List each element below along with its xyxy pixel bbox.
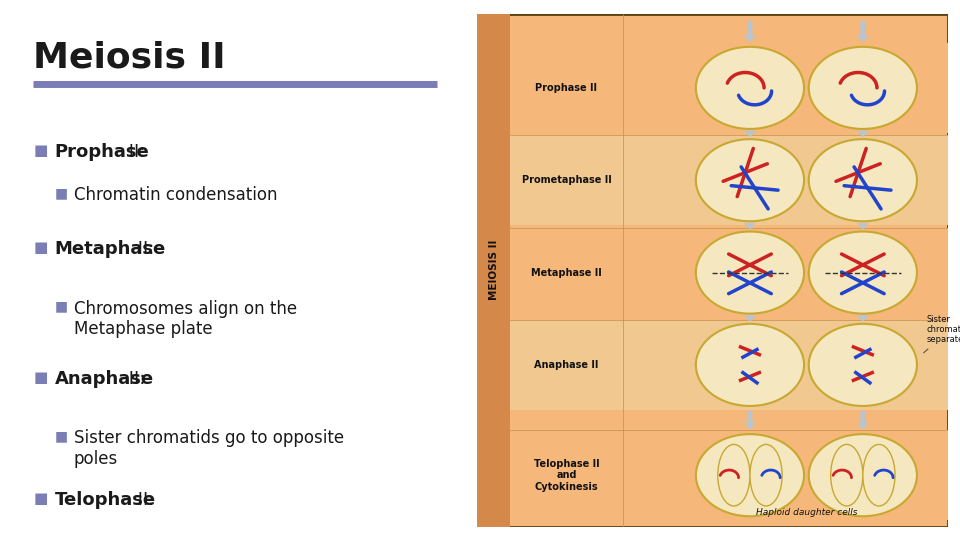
Text: Prophase II: Prophase II <box>536 83 597 93</box>
Text: Telophase: Telophase <box>55 491 156 509</box>
Text: Chromosomes align on the
Metaphase plate: Chromosomes align on the Metaphase plate <box>74 300 297 339</box>
Text: Haploid daughter cells: Haploid daughter cells <box>756 508 857 517</box>
Ellipse shape <box>808 434 917 516</box>
Bar <box>477 14 510 526</box>
Text: II:: II: <box>132 240 154 258</box>
Ellipse shape <box>808 232 917 314</box>
Bar <box>510 136 948 225</box>
Text: ■: ■ <box>34 491 48 507</box>
Text: ■: ■ <box>55 429 68 443</box>
Text: Anaphase II: Anaphase II <box>535 360 599 370</box>
Text: Anaphase: Anaphase <box>55 370 154 388</box>
Text: Meiosis II: Meiosis II <box>34 40 226 75</box>
Text: Chromatin condensation: Chromatin condensation <box>74 186 277 204</box>
Ellipse shape <box>808 324 917 406</box>
Text: ■: ■ <box>55 300 68 314</box>
Text: Sister chromatids go to opposite
poles: Sister chromatids go to opposite poles <box>74 429 344 468</box>
Text: ■: ■ <box>34 240 48 255</box>
Text: Metaphase II: Metaphase II <box>531 267 602 278</box>
Ellipse shape <box>863 444 895 506</box>
Ellipse shape <box>696 324 804 406</box>
Text: Prophase: Prophase <box>55 143 150 161</box>
Ellipse shape <box>718 444 750 506</box>
Ellipse shape <box>696 434 804 516</box>
Ellipse shape <box>696 139 804 221</box>
Ellipse shape <box>808 47 917 129</box>
Ellipse shape <box>808 139 917 221</box>
Text: ■: ■ <box>34 370 48 385</box>
Text: Sister
chromatids
separate: Sister chromatids separate <box>924 315 960 353</box>
Text: ■: ■ <box>34 143 48 158</box>
Ellipse shape <box>750 444 782 506</box>
Text: Prometaphase II: Prometaphase II <box>521 175 612 185</box>
Bar <box>510 228 948 318</box>
Ellipse shape <box>696 232 804 314</box>
Text: II:: II: <box>123 143 146 161</box>
Text: MEIOSIS II: MEIOSIS II <box>489 240 498 300</box>
Ellipse shape <box>830 444 863 506</box>
Bar <box>510 320 948 410</box>
Text: Telophase II
and
Cytokinesis: Telophase II and Cytokinesis <box>534 458 599 492</box>
Text: II:: II: <box>123 370 146 388</box>
Bar <box>510 43 948 133</box>
Ellipse shape <box>696 47 804 129</box>
Text: Metaphase: Metaphase <box>55 240 166 258</box>
Text: II:: II: <box>132 491 154 509</box>
Bar <box>510 430 948 520</box>
Text: ■: ■ <box>55 186 68 200</box>
